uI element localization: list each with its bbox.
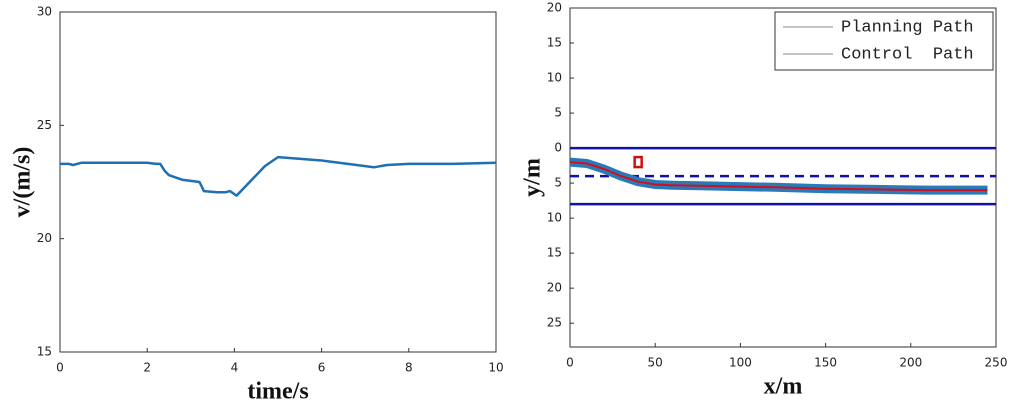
y-tick-label: 30	[37, 5, 52, 19]
x-tick-label: 4	[231, 361, 239, 375]
plot-area	[59, 11, 497, 353]
y-tick-label: 10	[547, 211, 562, 225]
x-tick-label: 200	[899, 356, 922, 370]
y-axis-title: v/(m/s)	[10, 147, 36, 218]
x-tick-label: 2	[143, 361, 151, 375]
x-tick-label: 250	[985, 356, 1008, 370]
x-tick-label: 0	[56, 361, 64, 375]
y-tick-label: 5	[554, 106, 562, 120]
y-tick-label: 20	[547, 1, 562, 15]
legend-label: Planning Path	[841, 18, 974, 37]
x-tick-label: 0	[566, 356, 574, 370]
y-tick-label: 0	[554, 141, 562, 155]
data-line	[60, 155, 497, 197]
x-tick-label: 150	[814, 356, 837, 370]
x-tick-label: 6	[318, 361, 326, 375]
y-axis-title: y/m	[520, 158, 546, 197]
data-line	[569, 161, 988, 192]
y-tick-label: 10	[547, 71, 562, 85]
y-tick-label: 25	[547, 316, 562, 330]
legend-box	[774, 11, 994, 71]
x-tick-label: 8	[405, 361, 413, 375]
x-axis-title: x/m	[764, 374, 803, 400]
y-tick-label: 15	[37, 345, 52, 359]
x-axis-title: time/s	[247, 379, 308, 405]
y-tick-label: 15	[547, 246, 562, 260]
x-tick-label: 100	[729, 356, 752, 370]
legend-label: Control Path	[841, 45, 974, 64]
y-tick-label: 15	[547, 36, 562, 50]
obstacle	[633, 155, 643, 169]
x-tick-label: 10	[488, 361, 503, 375]
y-tick-label: 5	[554, 176, 562, 190]
y-tick-label: 25	[37, 118, 52, 132]
x-tick-label: 50	[648, 356, 663, 370]
y-tick-label: 20	[37, 231, 52, 245]
y-tick-label: 20	[547, 281, 562, 295]
